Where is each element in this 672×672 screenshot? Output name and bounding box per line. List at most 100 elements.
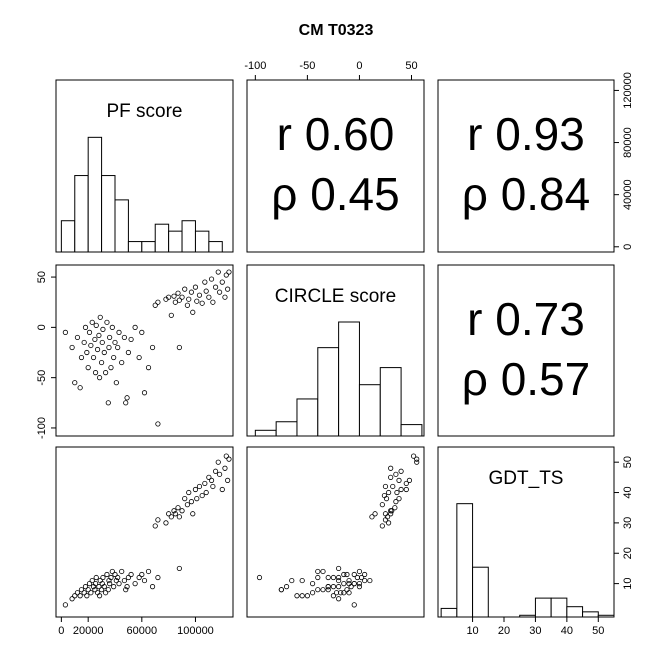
histogram-bar (254, 429, 277, 437)
point (325, 584, 331, 590)
point (85, 364, 91, 371)
point (309, 590, 316, 596)
point (199, 492, 205, 499)
point (179, 294, 185, 300)
point (346, 577, 352, 584)
point (111, 354, 117, 361)
point (92, 370, 99, 376)
point (403, 480, 409, 487)
point (171, 293, 177, 299)
point (320, 587, 326, 593)
point (149, 344, 156, 351)
point (192, 284, 199, 290)
y-tick-label: 80000 (622, 127, 634, 158)
point (92, 587, 98, 593)
point (362, 577, 368, 584)
point (141, 577, 148, 584)
point (81, 590, 87, 596)
point (410, 453, 417, 459)
point (351, 602, 357, 608)
histogram-bar (114, 199, 129, 253)
histogram-bar (154, 223, 170, 253)
point (203, 489, 209, 496)
point (392, 505, 398, 511)
point (115, 574, 121, 581)
point (351, 571, 357, 578)
point (186, 296, 192, 302)
panel-frame (55, 264, 234, 437)
point (155, 574, 161, 581)
point (320, 568, 326, 575)
y-tick-label: 50 (36, 271, 48, 283)
point (172, 299, 178, 305)
point (341, 590, 347, 596)
histogram-bar (597, 614, 615, 618)
point (149, 584, 156, 590)
correlation-rho: ρ 0.57 (462, 353, 590, 405)
point (315, 587, 321, 593)
point (74, 590, 81, 596)
x-tick-label: 20000 (73, 625, 104, 637)
point (78, 587, 85, 593)
y-tick-label: 10 (622, 577, 634, 589)
point (188, 289, 195, 295)
point (104, 571, 110, 578)
x-tick-label: -100 (244, 60, 266, 72)
point (86, 329, 93, 335)
point (206, 294, 212, 300)
point (116, 329, 122, 335)
point (82, 324, 89, 330)
point (96, 375, 103, 381)
panel-frame (246, 446, 425, 618)
point (184, 502, 191, 508)
point (176, 565, 182, 572)
x-tick-label: 0 (356, 60, 362, 72)
point (69, 344, 75, 351)
histogram-bar (338, 321, 360, 437)
point (396, 477, 402, 483)
y-tick-label: 20 (622, 547, 634, 559)
point (93, 322, 99, 328)
point (176, 344, 182, 351)
panel-frame (246, 79, 425, 253)
point (86, 581, 93, 587)
point (72, 593, 78, 599)
point (163, 520, 169, 526)
point (69, 596, 75, 602)
point (336, 596, 342, 602)
x-tick-label: 40 (561, 625, 573, 637)
point (136, 354, 142, 361)
point (104, 319, 110, 325)
histogram-bar (208, 241, 223, 253)
point (94, 346, 101, 353)
histogram-bar (60, 220, 76, 253)
point (315, 568, 321, 575)
point (175, 505, 181, 511)
point (109, 324, 115, 330)
point (72, 380, 78, 386)
point (215, 459, 221, 465)
correlation-rho: ρ 0.45 (271, 168, 399, 220)
point (81, 339, 87, 346)
point (93, 574, 99, 581)
point (202, 480, 208, 487)
point (105, 400, 111, 406)
y-tick-label: 50 (622, 456, 634, 468)
point (325, 587, 331, 593)
point (382, 483, 389, 490)
panel-frame (55, 446, 234, 618)
point (85, 587, 91, 593)
point (123, 587, 129, 593)
point (393, 499, 399, 505)
x-tick-label: 30 (529, 625, 541, 637)
histogram-bar (456, 503, 474, 618)
point (219, 486, 225, 493)
point (414, 459, 420, 465)
histogram-bar (566, 606, 584, 618)
histogram-bar (181, 220, 196, 253)
point (222, 294, 228, 300)
point (109, 568, 115, 575)
point (136, 574, 142, 581)
y-tick-label: -100 (36, 417, 48, 439)
